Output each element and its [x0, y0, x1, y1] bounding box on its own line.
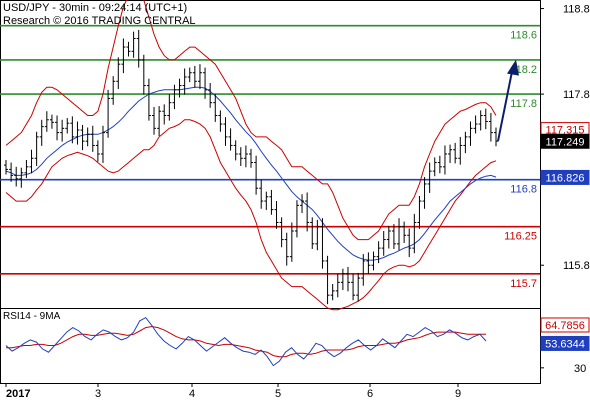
price-y-tick-label: 115.8 — [563, 260, 590, 272]
bollinger-upper-line — [5, 0, 497, 241]
rsi-line — [5, 316, 487, 367]
rsi-value-box — [540, 335, 590, 351]
price-box-label-upper_band: 117.315 — [546, 125, 585, 137]
x-tick-label: 6 — [367, 388, 373, 400]
rsi-value-label: 53.6344 — [545, 338, 585, 350]
rsi-ma-value-box — [540, 317, 590, 333]
x-tick-label: 2017 — [6, 388, 30, 400]
level-label-116.25: 116.25 — [504, 231, 537, 243]
price-y-tick-label: 118.8 — [563, 4, 590, 16]
rsi-ma-line — [6, 325, 486, 358]
projection-arrow-head — [507, 59, 519, 76]
rsi-panel-frame — [0, 308, 541, 384]
price-box-label-last_price: 117.249 — [546, 136, 585, 148]
instrument-title: USD/JPY - 30min - 09:24:14 (UTC+1) — [3, 2, 188, 14]
bollinger-lower-line — [5, 119, 497, 311]
rsi-title: RSI14 - 9MA — [3, 311, 61, 322]
price-box-last_price — [540, 133, 590, 149]
x-tick-label: 5 — [275, 388, 281, 400]
x-tick-label: 3 — [95, 388, 101, 400]
x-tick-label: 4 — [189, 388, 195, 400]
price-box-moving_average — [540, 169, 590, 185]
price-panel-frame — [0, 0, 541, 309]
price-y-tick-label: 117.8 — [563, 89, 590, 101]
level-label-117.8: 117.8 — [510, 98, 537, 110]
research-credit: Research © 2016 TRADING CENTRAL — [3, 15, 196, 27]
level-label-118.6: 118.6 — [510, 30, 537, 42]
ohlc-bars — [4, 29, 498, 305]
projection-arrow-line — [497, 71, 513, 142]
level-label-115.7: 115.7 — [510, 278, 537, 290]
rsi-ma-value-label: 64.7856 — [545, 320, 585, 332]
x-tick-label: 9 — [455, 388, 461, 400]
level-label-116.8: 116.8 — [510, 184, 537, 196]
price-box-label-moving_average: 116.826 — [546, 172, 585, 184]
rsi-y-tick-label: 30 — [574, 363, 586, 375]
